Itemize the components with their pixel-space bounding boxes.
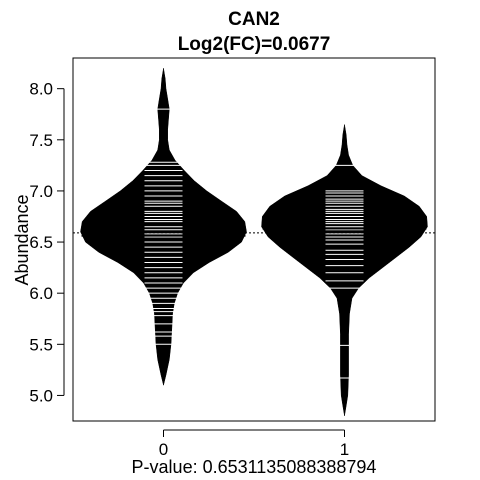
x-axis-label: P-value: 0.6531135088388794: [132, 457, 377, 477]
y-tick-label-0: 5.0: [29, 386, 53, 405]
beans-layer: [81, 68, 428, 416]
y-axis-label: Abundance: [12, 194, 32, 285]
y-tick-label-2: 6.0: [29, 284, 53, 303]
chart-title: CAN2: [228, 9, 280, 30]
y-tick-label-1: 5.5: [29, 335, 53, 354]
y-tick-label-3: 6.5: [29, 233, 53, 252]
y-tick-label-5: 7.5: [29, 131, 53, 150]
chart-subtitle: Log2(FC)=0.0677: [178, 34, 331, 55]
bean-shape-1: [262, 125, 428, 416]
y-tick-label-6: 8.0: [29, 80, 53, 99]
y-axis: 5.0 5.5 6.0 6.5 7.0 7.5 8.0: [29, 80, 64, 406]
y-tick-label-4: 7.0: [29, 182, 53, 201]
